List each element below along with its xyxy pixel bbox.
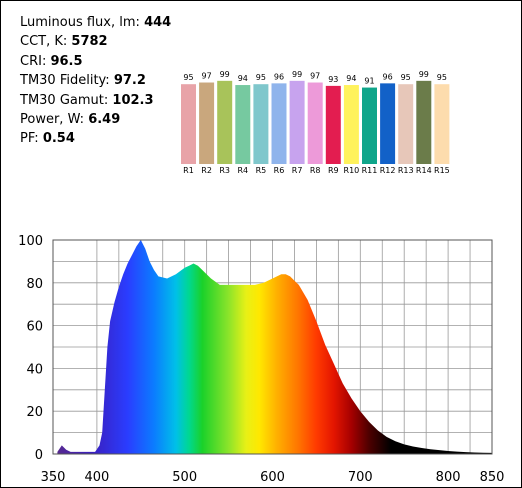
cri-bar-R14 — [416, 80, 432, 164]
tm30-gamut-value: 102.3 — [112, 92, 154, 108]
cri-bar-R15 — [434, 84, 450, 164]
cri: CRI: 96.5 — [20, 52, 171, 71]
cri-bar-R10 — [343, 85, 359, 164]
cri-label: CRI: — [20, 53, 47, 69]
cri-bar-R3 — [217, 80, 233, 164]
cri-name-label: R15 — [434, 166, 450, 175]
cri-bar-R9 — [325, 85, 341, 164]
cri-name-label: R1 — [183, 166, 194, 175]
cri-value-label: 94 — [238, 74, 248, 83]
y-tick-label: 60 — [26, 320, 43, 335]
x-tick-label: 600 — [260, 470, 285, 485]
cri-value-label: 97 — [202, 72, 212, 81]
y-tick-label: 20 — [26, 405, 43, 420]
power: Power, W: 6.49 — [20, 110, 171, 129]
y-tick-label: 40 — [26, 362, 43, 377]
power-label: Power, W: — [20, 112, 85, 128]
cri-bar-R13 — [398, 84, 414, 164]
cri-name-label: R12 — [380, 166, 396, 175]
pf-value: 0.54 — [42, 131, 75, 147]
cct: CCT, K: 5782 — [20, 32, 171, 51]
cri-bar-R8 — [307, 82, 323, 164]
tm30-gamut: TM30 Gamut: 102.3 — [20, 91, 171, 110]
tm30-fidelity: TM30 Fidelity: 97.2 — [20, 71, 171, 90]
x-tick-label: 800 — [436, 470, 461, 485]
cri-name-label: R10 — [344, 166, 360, 175]
cri-value-label: 97 — [310, 72, 320, 81]
cri-name-label: R14 — [416, 166, 432, 175]
cri-bar-R2 — [199, 82, 215, 164]
x-tick-label: 700 — [348, 470, 373, 485]
cct-value: 5782 — [71, 34, 108, 50]
cri-name-label: R9 — [328, 166, 339, 175]
cri-value-label: 95 — [401, 73, 411, 82]
cri-name-label: R7 — [292, 166, 303, 175]
cri-bar-R6 — [271, 83, 287, 164]
cri-bar-R5 — [253, 84, 269, 164]
chart-axes: 0 20 40 60 80 100 350 400 500 600 700 800 850 — [18, 234, 504, 485]
cri-name-label: R4 — [237, 166, 248, 175]
x-tick-label: 350 — [41, 470, 66, 485]
tm30-gamut-label: TM30 Gamut: — [20, 92, 109, 108]
tm30-fidelity-value: 97.2 — [113, 73, 146, 89]
cri-bar-R1 — [181, 84, 196, 164]
x-tick-label: 400 — [84, 470, 109, 485]
cri-name-label: R11 — [362, 166, 378, 175]
cri-value-label: 93 — [328, 75, 338, 84]
cri-value-label: 95 — [183, 73, 193, 82]
flux-label: Luminous flux, lm: — [20, 15, 140, 30]
cri-name-label: R6 — [274, 166, 285, 175]
cri-bar-R11 — [362, 87, 377, 164]
cri-value-label: 99 — [292, 70, 302, 79]
cri-bar-R7 — [289, 80, 305, 164]
cri-value-label: 95 — [256, 73, 266, 82]
x-tick-label: 500 — [172, 470, 197, 485]
cct-label: CCT, K: — [20, 34, 68, 50]
cri-value-label: 96 — [383, 72, 393, 81]
cri-name-label: R5 — [256, 166, 267, 175]
cri-name-label: R3 — [219, 166, 230, 175]
cri-value-label: 99 — [419, 70, 429, 79]
x-tick-label: 850 — [480, 470, 505, 485]
cri-name-label: R2 — [201, 166, 212, 175]
y-tick-label: 0 — [35, 448, 43, 463]
power-value: 6.49 — [88, 112, 121, 128]
cri-value-label: 99 — [220, 70, 230, 79]
pf-label: PF: — [20, 131, 39, 147]
cri-value-label: 96 — [274, 72, 284, 81]
tm30-fidelity-label: TM30 Fidelity: — [20, 73, 110, 89]
metrics-panel: Luminous flux, lm: 444 CCT, K: 5782 CRI:… — [20, 13, 171, 149]
flux-value: 444 — [144, 15, 172, 30]
plot-border — [52, 239, 493, 455]
cri-value-label: 95 — [437, 73, 447, 82]
cri-value-label: 94 — [346, 74, 356, 83]
y-tick-label: 100 — [18, 234, 43, 249]
cri-bar-chart: 95 R1 97 R2 99 R3 94 R4 95 R5 96 R6 99 R7 97 R8 93 R9 94 R1… — [181, 70, 450, 175]
cri-bar-R4 — [235, 85, 251, 164]
cri-name-label: R13 — [398, 166, 414, 175]
power-factor: PF: 0.54 — [20, 129, 171, 148]
cri-value-label: 91 — [364, 77, 374, 86]
cri-value: 96.5 — [50, 53, 83, 69]
cri-name-label: R8 — [310, 166, 321, 175]
cri-bar-R12 — [380, 83, 396, 164]
y-tick-label: 80 — [26, 277, 43, 292]
luminous-flux: Luminous flux, lm: 444 — [20, 13, 171, 32]
spectrum-area — [57, 240, 492, 454]
